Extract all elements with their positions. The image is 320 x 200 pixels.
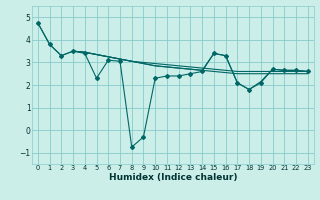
X-axis label: Humidex (Indice chaleur): Humidex (Indice chaleur): [108, 173, 237, 182]
